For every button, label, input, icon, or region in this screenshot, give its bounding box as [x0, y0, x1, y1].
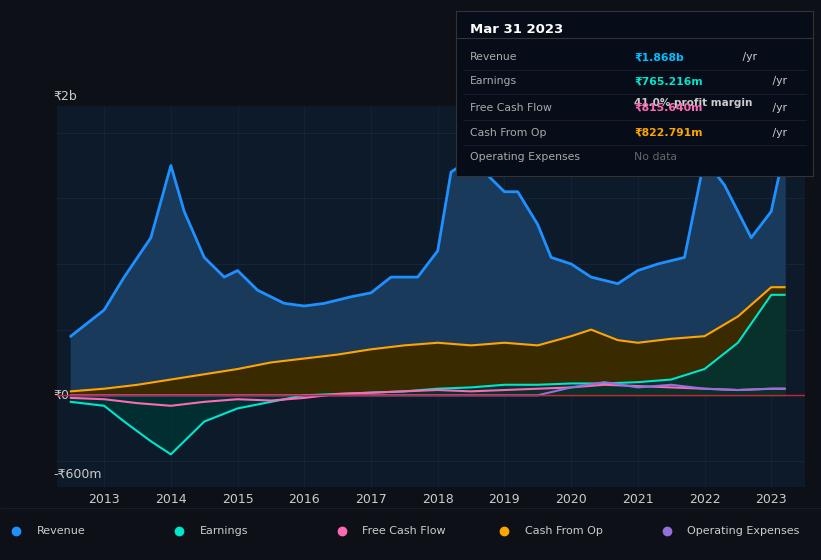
Text: ₹0: ₹0 [53, 389, 70, 402]
Text: No data: No data [635, 152, 677, 162]
Text: /yr: /yr [769, 103, 787, 113]
Text: Free Cash Flow: Free Cash Flow [362, 526, 446, 536]
Text: ₹822.791m: ₹822.791m [635, 128, 703, 138]
Text: /yr: /yr [739, 53, 757, 63]
Text: Cash From Op: Cash From Op [525, 526, 603, 536]
Text: /yr: /yr [769, 128, 787, 138]
Text: ₹2b: ₹2b [53, 90, 77, 102]
Text: ₹765.216m: ₹765.216m [635, 76, 703, 86]
Text: 41.0% profit margin: 41.0% profit margin [635, 98, 753, 108]
Text: Operating Expenses: Operating Expenses [687, 526, 800, 536]
Text: ₹1.868b: ₹1.868b [635, 53, 684, 63]
Text: -₹600m: -₹600m [53, 468, 103, 480]
Text: Revenue: Revenue [470, 53, 517, 63]
Text: Earnings: Earnings [200, 526, 248, 536]
Text: /yr: /yr [769, 76, 787, 86]
Text: ₹815.640m: ₹815.640m [635, 103, 703, 113]
Text: Revenue: Revenue [37, 526, 85, 536]
Text: Mar 31 2023: Mar 31 2023 [470, 23, 563, 36]
Text: Earnings: Earnings [470, 76, 517, 86]
Text: Free Cash Flow: Free Cash Flow [470, 103, 552, 113]
Text: Operating Expenses: Operating Expenses [470, 152, 580, 162]
Text: Cash From Op: Cash From Op [470, 128, 547, 138]
